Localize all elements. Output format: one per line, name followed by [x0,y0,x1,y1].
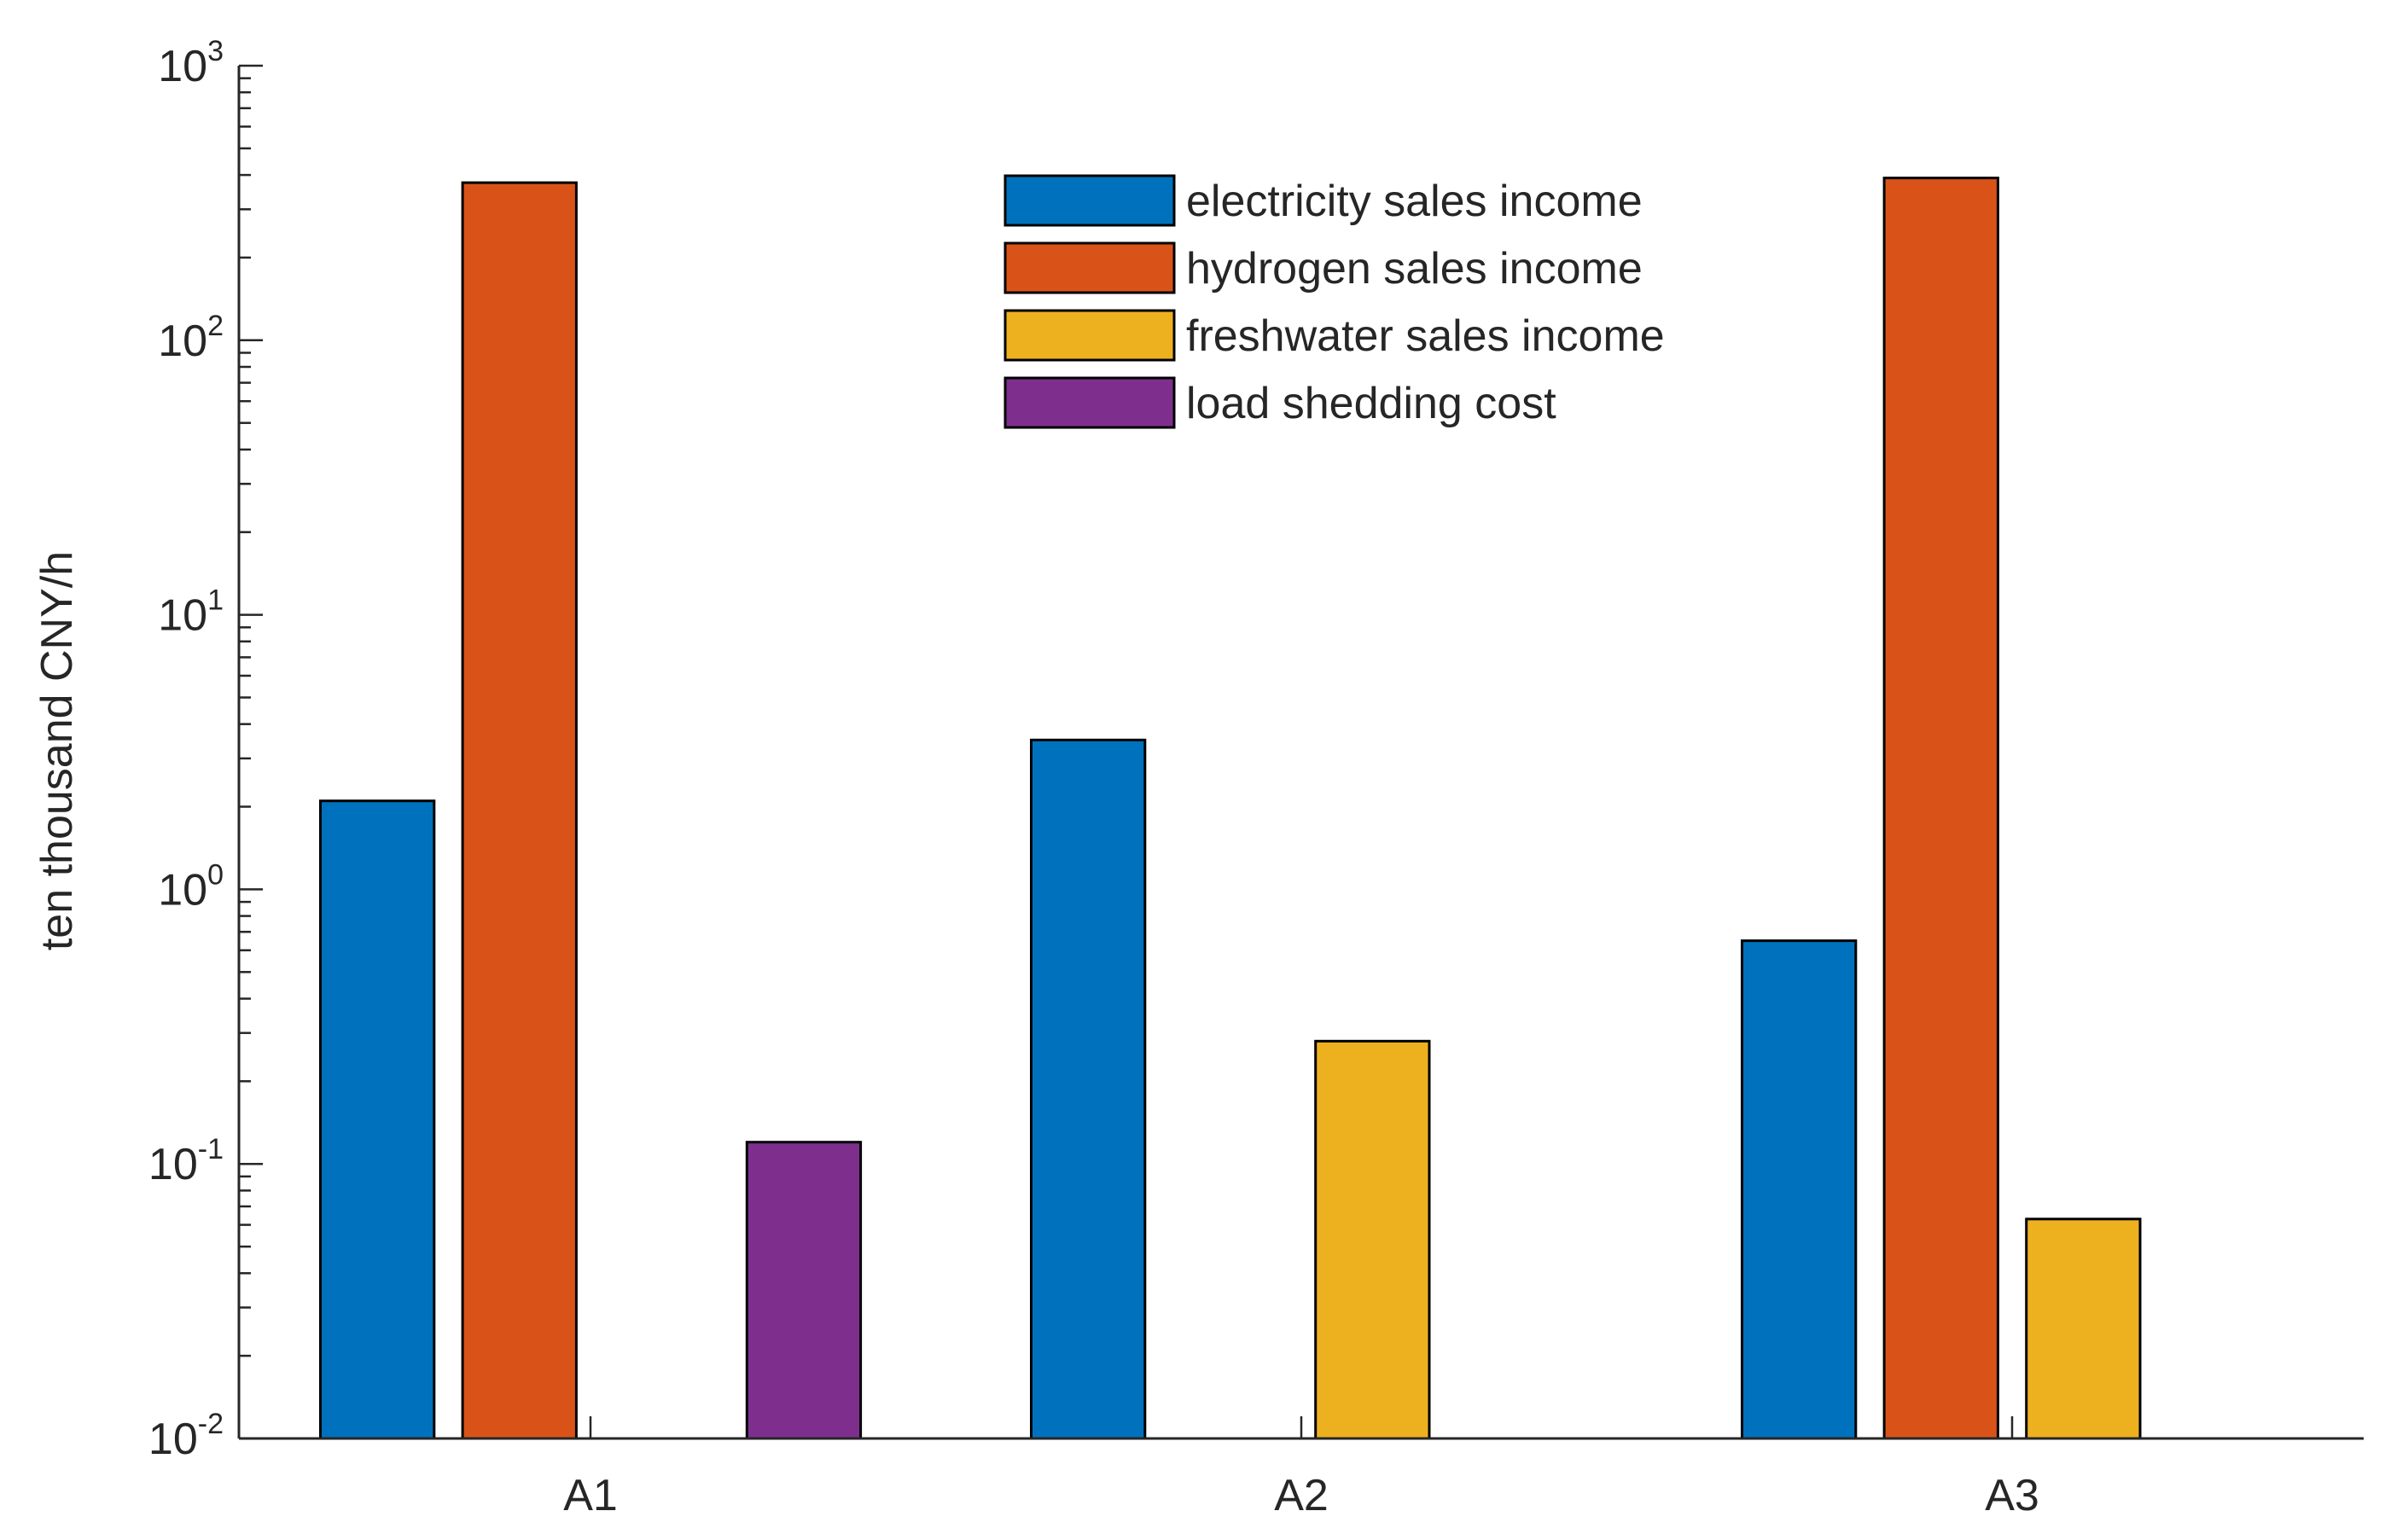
y-ticks-group: 10-2 10-1 100 101 102 103 [148,35,263,1464]
bar-a3-series-2 [1882,177,1999,1440]
bar-a3-series-1 [1741,939,1858,1440]
y-tick-label: 10-2 [148,1408,224,1464]
bar-a2-series-3 [1314,1039,1431,1440]
legend: electricity sales income hydrogen sales i… [1003,174,1665,429]
legend-label-1: electricity sales income [1186,177,1643,226]
x-tick-label-a1: A1 [563,1471,618,1520]
bar-a1-series-2 [461,181,578,1440]
legend-swatch-2 [1003,241,1176,294]
legend-swatch-4 [1003,376,1176,429]
legend-swatch-3 [1003,309,1176,362]
y-tick-label: 100 [158,858,224,915]
y-tick-label: 101 [158,584,224,641]
bar-a2-series-1 [1030,738,1147,1440]
bar-a1-series-1 [319,799,436,1440]
y-tick-label: 102 [158,310,224,366]
y-tick-label: 10-1 [148,1133,224,1189]
legend-swatch-1 [1003,174,1176,227]
legend-label-3: freshwater sales income [1186,311,1665,361]
legend-label-2: hydrogen sales income [1186,244,1643,293]
bar-a1-series-4 [745,1141,863,1440]
y-tick-label: 103 [158,35,224,91]
bar-a3-series-3 [2025,1217,2142,1440]
x-ticks-group: A1 A2 A3 [563,1416,2039,1520]
legend-label-4: load shedding cost [1186,379,1556,428]
x-tick-label-a2: A2 [1274,1471,1329,1520]
y-axis-label: ten thousand CNY/h [32,551,82,950]
bars-group [319,177,2142,1440]
x-tick-label-a3: A3 [1985,1471,2039,1520]
